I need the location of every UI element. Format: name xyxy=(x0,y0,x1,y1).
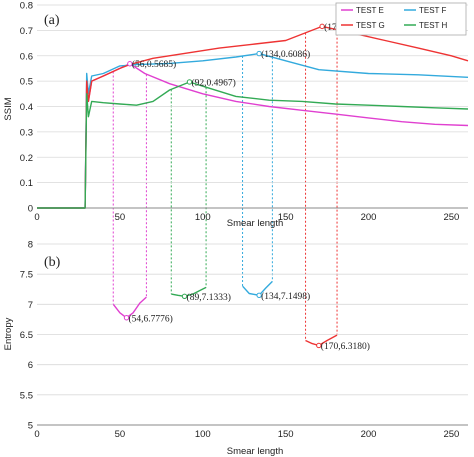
legend: TEST E TEST F TEST G TEST H xyxy=(335,2,467,36)
y-axis-label-a: SSIM xyxy=(3,97,14,120)
x-tick-label-b: 200 xyxy=(361,429,377,440)
x-tick-label-b: 50 xyxy=(115,429,126,440)
y-tick-label-a: 0.3 xyxy=(20,127,33,138)
y-tick-label-b: 6 xyxy=(28,360,33,371)
data-label-a: (134,0.6086) xyxy=(261,49,310,60)
data-point-marker-a xyxy=(127,61,133,67)
data-point-marker-b xyxy=(256,292,262,298)
x-tick-label-a: 150 xyxy=(278,212,294,223)
series-test-h-a xyxy=(37,81,469,209)
x-tick-label-b: 100 xyxy=(195,429,211,440)
series-test-e-a xyxy=(37,63,469,209)
y-tick-label-a: 0.6 xyxy=(20,51,33,62)
data-point-marker-a xyxy=(186,79,193,85)
data-point-marker-b xyxy=(181,293,188,299)
legend-entry: TEST G xyxy=(356,21,385,30)
x-tick-label-b: 150 xyxy=(278,429,294,440)
series-test-h-b xyxy=(171,286,207,297)
x-axis-label-a: Smear length xyxy=(227,218,284,229)
y-tick-label-a: 0.8 xyxy=(20,1,33,12)
ssim-chart: (56,0.5685)(92,0.4967)(134,0.6086)(172,0… xyxy=(3,1,469,229)
y-tick-label-a: 0 xyxy=(28,204,33,215)
x-tick-label-a: 250 xyxy=(443,212,459,223)
data-point-marker-a xyxy=(256,50,262,57)
data-label-b: (89,7.1333) xyxy=(187,292,231,303)
y-tick-label-a: 0.5 xyxy=(20,77,33,88)
y-tick-label-b: 8 xyxy=(28,240,33,251)
y-tick-label-b: 5 xyxy=(28,421,33,432)
x-tick-label-a: 100 xyxy=(195,212,211,223)
data-label-b: (170,6.3180) xyxy=(321,341,370,352)
legend-entry: TEST F xyxy=(419,6,447,15)
y-tick-label-b: 7.5 xyxy=(20,270,33,281)
data-point-marker-b xyxy=(123,315,130,321)
y-tick-label-a: 0.2 xyxy=(20,153,33,164)
y-tick-label-a: 0.7 xyxy=(20,26,33,37)
data-label-b: (54,6.7776) xyxy=(129,313,173,324)
panel-label-a: (a) xyxy=(44,13,60,28)
y-tick-label-b: 5.5 xyxy=(20,390,33,401)
x-tick-label-a: 50 xyxy=(115,212,126,223)
entropy-chart: (54,6.7776) (89,7.1333) (134,7.1498) (170,6… xyxy=(3,240,468,457)
data-point-marker-b xyxy=(316,342,322,349)
legend-box xyxy=(335,2,467,36)
y-tick-label-b: 6.5 xyxy=(20,330,33,341)
y-tick-label-a: 0.1 xyxy=(20,178,33,189)
series-test-e-b xyxy=(112,296,147,319)
x-tick-label-b: 250 xyxy=(443,429,459,440)
y-tick-label-a: 0.4 xyxy=(20,102,33,113)
data-label-b: (134,7.1498) xyxy=(261,291,310,302)
x-tick-label-b: 0 xyxy=(34,429,39,440)
data-label-a: (56,0.5685) xyxy=(132,59,176,70)
legend-entry: TEST E xyxy=(356,6,384,15)
y-axis-label-b: Entropy xyxy=(3,317,14,350)
data-point-marker-a xyxy=(319,23,325,30)
x-axis-label-b: Smear length xyxy=(227,446,284,457)
x-tick-label-a: 0 xyxy=(34,212,39,223)
y-tick-label-b: 7 xyxy=(28,300,33,311)
x-tick-label-a: 200 xyxy=(361,212,377,223)
data-label-a: (92,0.4967) xyxy=(192,77,236,88)
panel-label-b: (b) xyxy=(44,255,61,270)
legend-entry: TEST H xyxy=(419,21,448,30)
series-test-g-a xyxy=(37,25,469,209)
